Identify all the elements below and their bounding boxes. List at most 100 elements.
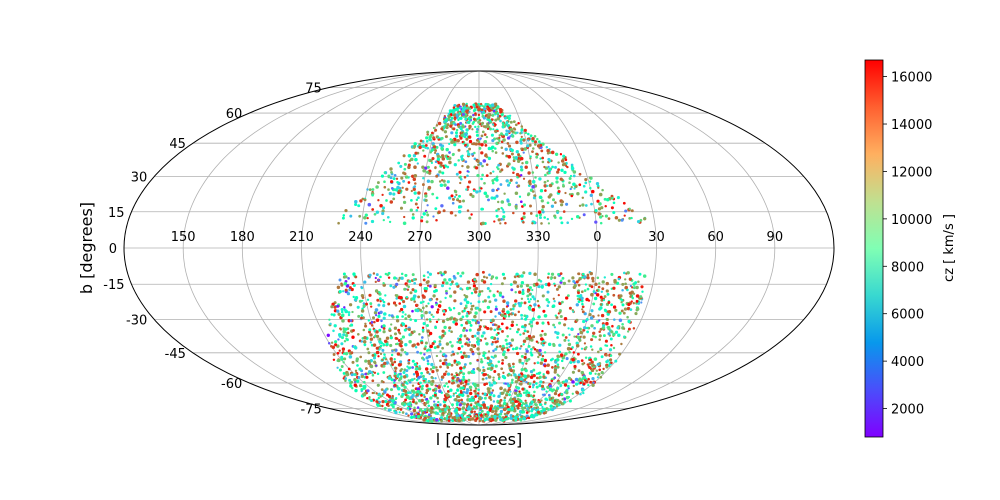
galaxy-point xyxy=(581,203,585,207)
galaxy-point xyxy=(535,321,539,325)
galaxy-point xyxy=(431,379,435,384)
galaxy-point xyxy=(414,319,418,323)
galaxy-point xyxy=(582,213,586,217)
galaxy-point xyxy=(407,414,410,417)
galaxy-point xyxy=(337,221,340,225)
galaxy-point xyxy=(509,390,512,393)
galaxy-point xyxy=(538,384,542,388)
galaxy-point xyxy=(492,394,496,398)
galaxy-point xyxy=(406,391,410,395)
galaxy-point xyxy=(596,362,600,367)
galaxy-point xyxy=(401,186,404,189)
galaxy-point xyxy=(452,275,456,278)
galaxy-point xyxy=(525,389,529,393)
galaxy-point xyxy=(576,294,580,298)
galaxy-point xyxy=(476,173,480,178)
galaxy-point xyxy=(451,201,455,205)
galaxy-point xyxy=(376,298,380,302)
galaxy-point xyxy=(532,380,536,384)
galaxy-point xyxy=(533,303,537,307)
galaxy-point xyxy=(483,356,487,360)
galaxy-point xyxy=(486,410,490,415)
galaxy-point xyxy=(532,335,536,339)
galaxy-point xyxy=(430,313,433,317)
galaxy-point xyxy=(344,351,349,356)
galaxy-point xyxy=(505,179,509,183)
galaxy-point xyxy=(519,200,523,204)
galaxy-point xyxy=(475,138,479,142)
galaxy-point xyxy=(450,194,454,198)
galaxy-point xyxy=(511,307,515,311)
galaxy-point xyxy=(337,358,341,363)
lat-tick-label: 45 xyxy=(169,137,186,152)
galaxy-point xyxy=(495,214,499,218)
galaxy-point xyxy=(519,174,523,177)
galaxy-point xyxy=(428,387,432,391)
galaxy-point xyxy=(397,363,402,367)
galaxy-point xyxy=(556,331,560,336)
galaxy-point xyxy=(522,417,527,421)
galaxy-point xyxy=(483,419,486,422)
galaxy-point xyxy=(482,116,487,120)
galaxy-point xyxy=(469,362,472,365)
galaxy-point xyxy=(477,107,481,112)
galaxy-point xyxy=(490,275,495,279)
galaxy-point xyxy=(577,279,580,282)
galaxy-point xyxy=(354,275,358,279)
galaxy-point xyxy=(578,172,582,176)
galaxy-point xyxy=(515,172,520,177)
galaxy-point xyxy=(511,415,515,418)
galaxy-point xyxy=(429,320,432,323)
galaxy-point xyxy=(362,304,366,308)
galaxy-point xyxy=(533,390,536,394)
galaxy-point xyxy=(375,346,379,350)
galaxy-point xyxy=(389,343,393,348)
galaxy-point xyxy=(452,306,456,310)
galaxy-point xyxy=(597,186,600,189)
galaxy-point xyxy=(490,364,494,368)
galaxy-point xyxy=(549,408,552,411)
galaxy-point xyxy=(544,401,547,404)
galaxy-point xyxy=(461,140,464,144)
galaxy-point xyxy=(438,180,442,183)
galaxy-point xyxy=(587,365,590,368)
galaxy-point xyxy=(535,214,539,218)
galaxy-point xyxy=(446,372,451,376)
galaxy-point xyxy=(518,393,523,398)
galaxy-point xyxy=(521,402,525,405)
galaxy-point xyxy=(518,347,522,350)
galaxy-point xyxy=(526,290,530,293)
galaxy-point xyxy=(610,272,614,276)
galaxy-point xyxy=(382,327,386,330)
galaxy-point xyxy=(512,171,515,174)
galaxy-point xyxy=(371,379,375,383)
galaxy-point xyxy=(598,202,602,206)
galaxy-point xyxy=(421,306,425,310)
galaxy-point xyxy=(495,333,499,336)
galaxy-point xyxy=(392,381,396,384)
galaxy-point xyxy=(588,312,592,317)
galaxy-point xyxy=(612,293,616,297)
galaxy-point xyxy=(395,282,399,287)
galaxy-point xyxy=(570,327,574,332)
galaxy-point xyxy=(430,305,434,309)
galaxy-point xyxy=(477,142,481,146)
galaxy-point xyxy=(532,147,535,150)
galaxy-point xyxy=(598,307,602,311)
galaxy-point xyxy=(464,132,468,137)
galaxy-point xyxy=(475,417,479,420)
galaxy-point xyxy=(497,395,500,398)
galaxy-point xyxy=(348,303,353,307)
galaxy-point xyxy=(440,419,443,423)
galaxy-point xyxy=(426,399,430,403)
galaxy-point xyxy=(605,321,609,326)
galaxy-point xyxy=(523,147,527,151)
galaxy-point xyxy=(420,336,424,339)
galaxy-point xyxy=(591,189,595,194)
galaxy-point xyxy=(627,319,631,324)
galaxy-point xyxy=(536,299,540,303)
galaxy-point xyxy=(505,326,509,330)
galaxy-point xyxy=(511,378,514,382)
galaxy-point xyxy=(577,369,581,373)
